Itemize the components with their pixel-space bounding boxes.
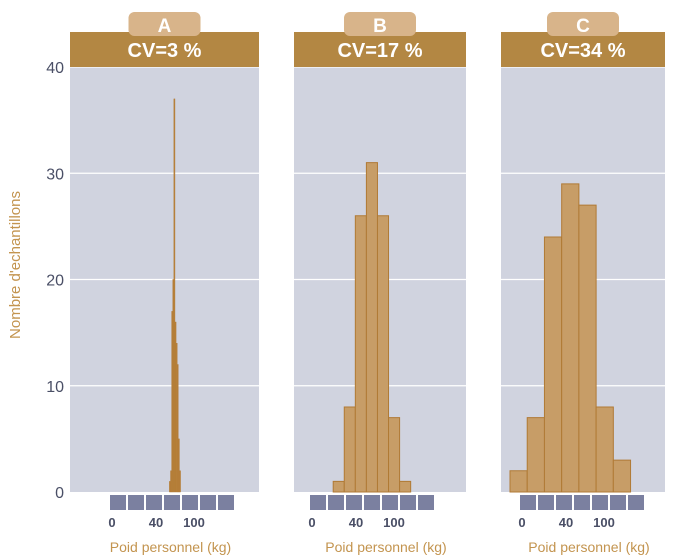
panel-header-band [70,32,259,67]
y-tick-label: 40 [46,60,64,77]
histogram-bar [561,183,580,493]
scale-block [418,495,434,510]
scale-block [182,495,198,510]
histogram-bar [343,406,356,493]
histogram-bar [354,215,367,493]
histogram-bar [177,364,179,493]
panel-tab [547,12,619,36]
y-tick-label: 20 [46,273,64,290]
x-tick-label: 100 [183,515,205,530]
panel-title: CV=17 % [337,40,422,62]
scale-block [610,495,626,510]
scale-block [538,495,554,510]
x-tick-label: 0 [108,515,115,530]
panel-header-band [294,32,466,67]
panel-a: CV=3 % A 0 40 100 Poid personnel (kg) [70,12,259,555]
scale-block [110,495,126,510]
scale-block [520,495,536,510]
panel-header-band [501,32,665,67]
x-tick-label: 0 [518,515,525,530]
y-axis-label: Nombre d'echantillons [7,191,24,339]
scale-block [628,495,644,510]
y-tick-label: 0 [55,485,64,502]
histogram-bar [526,417,545,493]
histogram-bar [388,417,401,493]
scale-block [556,495,572,510]
x-tick-label: 40 [559,515,573,530]
histogram-bar [543,236,563,493]
panel-b: CV=17 % B 0 40 100 Poid personnel (kg) [294,12,466,555]
scale-block [382,495,398,510]
histogram-bar [179,470,181,493]
x-tick-label: 40 [149,515,163,530]
histogram-bar [509,470,528,493]
histogram-bar [612,459,632,493]
scale-block [128,495,144,510]
histogram-bar [173,98,176,493]
scale-block [364,495,380,510]
histogram-bar [365,162,378,493]
x-axis-label: Poid personnel (kg) [325,539,446,555]
scale-block [328,495,344,510]
x-tick-label: 100 [593,515,615,530]
histogram-bar [376,215,390,493]
panel-tab-label: C [576,16,590,37]
y-tick-label: 30 [46,166,64,183]
scale-block [146,495,162,510]
histogram-bar [399,480,412,493]
x-tick-label: 100 [383,515,405,530]
x-tick-label: 0 [308,515,315,530]
x-tick-label: 40 [349,515,363,530]
y-tick-label: 10 [46,379,64,396]
scale-block [346,495,362,510]
x-axis-label: Poid personnel (kg) [110,539,231,555]
scale-block [164,495,180,510]
histogram-bar [595,406,614,493]
histogram-bar [578,204,597,493]
scale-block [218,495,234,510]
panel-tab-label: A [158,16,172,37]
scale-block [200,495,216,510]
panel-tab [344,12,416,36]
scale-block [592,495,608,510]
scale-block [574,495,590,510]
scale-block [400,495,416,510]
panel-c: CV=34 % C 0 40 100 Poid personnel (kg) [501,12,665,555]
panel-title: CV=3 % [128,40,202,62]
panel-tab-label: B [373,16,387,37]
scale-block [310,495,326,510]
panel-tab [128,12,201,36]
x-axis-label: Poid personnel (kg) [528,539,649,555]
histogram-bar [178,438,180,493]
histogram-bar [332,480,345,493]
panel-title: CV=34 % [540,40,625,62]
